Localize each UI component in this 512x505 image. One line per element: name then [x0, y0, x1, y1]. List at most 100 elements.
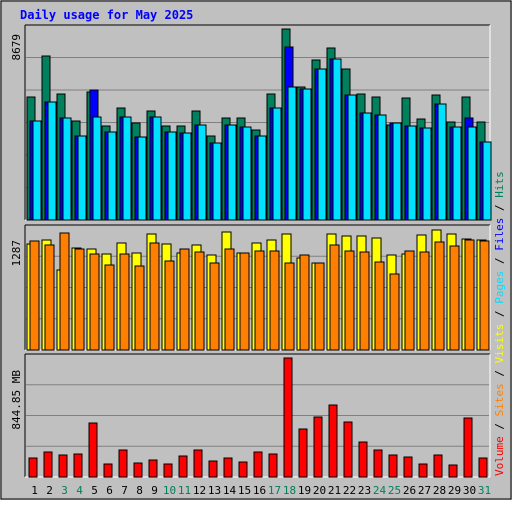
visits-sites-bar: [344, 250, 355, 351]
volume-volume-bar: [343, 421, 353, 478]
legend-item-files: Files: [493, 218, 506, 251]
hits-pages-bar: [257, 135, 267, 221]
x-tick-label: 31: [478, 484, 491, 497]
visits-sites-bar: [254, 250, 265, 351]
legend-separator: /: [493, 251, 506, 271]
hits-pages-bar: [197, 124, 207, 221]
x-tick-label: 29: [448, 484, 461, 497]
visits-sites-bar: [134, 265, 145, 351]
hits-pages-bar: [62, 117, 72, 221]
volume-volume-bar: [208, 460, 218, 478]
volume-volume-bar: [103, 463, 113, 478]
x-tick-label: 2: [46, 484, 53, 497]
x-tick-label: 13: [208, 484, 221, 497]
volume-volume-bar: [118, 449, 128, 478]
visits-sites-bar: [269, 250, 280, 351]
x-tick-label: 6: [106, 484, 113, 497]
visits-series-sites: [29, 232, 490, 351]
visits-sites-bar: [164, 260, 175, 351]
hits-pages-bar: [182, 132, 192, 221]
volume-volume-bar: [388, 454, 398, 478]
x-tick-label: 26: [403, 484, 416, 497]
x-tick-label: 15: [238, 484, 251, 497]
hits-pages-bar: [437, 103, 447, 221]
volume-volume-bar: [373, 449, 383, 478]
x-tick-label: 16: [253, 484, 266, 497]
volume-volume-bar: [148, 459, 158, 478]
visits-sites-bar: [44, 244, 55, 351]
volume-volume-bar: [358, 441, 368, 478]
hits-pages-bar: [272, 107, 282, 221]
hits-pages-bar: [287, 86, 297, 221]
x-tick-label: 11: [178, 484, 191, 497]
visits-sites-bar: [299, 254, 310, 351]
x-tick-label: 21: [328, 484, 341, 497]
x-tick-label: 9: [151, 484, 158, 497]
hits-pages-bar: [122, 116, 132, 221]
hits-pages-bar: [107, 131, 117, 221]
visits-sites-bar: [329, 244, 340, 351]
hits-pages-bar: [32, 120, 42, 221]
x-tick-label: 23: [358, 484, 371, 497]
volume-volume-bar: [403, 456, 413, 478]
hits-pages-bar: [347, 94, 357, 221]
volume-volume-bar: [28, 457, 38, 478]
x-tick-label: 18: [283, 484, 296, 497]
visits-sites-bar: [434, 241, 445, 351]
hits-pages-bar: [332, 58, 342, 221]
x-tick-label: 4: [76, 484, 83, 497]
x-tick-label: 17: [268, 484, 281, 497]
volume-volume-bar: [88, 422, 98, 478]
hits-pages-bar: [92, 116, 102, 221]
visits-sites-bar: [29, 240, 40, 351]
x-tick-label: 20: [313, 484, 326, 497]
visits-sites-bar: [74, 248, 85, 351]
visits-sites-bar: [449, 245, 460, 351]
volume-volume-bar: [58, 454, 68, 478]
hits-pages-bar: [407, 125, 417, 221]
x-tick-label: 25: [388, 484, 401, 497]
volume-volume-bar: [163, 463, 173, 478]
volume-volume-bar: [298, 428, 308, 478]
x-tick-label: 14: [223, 484, 237, 497]
visits-sites-bar: [119, 253, 130, 351]
hits-pages-bar: [422, 127, 432, 221]
x-axis-labels: 1 2 3 4 5 6 7 8 9 10 11 12 13 14 15 16 17 18 19 20 21 22 23 24 2…: [31, 484, 491, 497]
legend-item-volume: Volume: [493, 436, 506, 476]
hits-panel: 8679: [10, 24, 492, 221]
visits-sites-bar: [374, 261, 385, 351]
chart-title: Daily usage for May 2025: [20, 8, 193, 22]
hits-series-pages: [32, 58, 492, 221]
hits-pages-bar: [167, 131, 177, 221]
visits-sites-bar: [239, 252, 250, 351]
volume-volume-bar: [133, 462, 143, 478]
visits-sites-bar: [59, 232, 70, 351]
visits-sites-bar: [389, 273, 400, 351]
legend-separator: /: [493, 363, 506, 383]
volume-volume-bar: [418, 463, 428, 478]
visits-sites-bar: [89, 253, 100, 351]
chart-panels: 8679 1287 844.85 MB: [10, 24, 492, 478]
visits-sites-bar: [464, 239, 475, 351]
legend: Volume / Sites / Visits / Pages / Files …: [493, 171, 506, 476]
volume-volume-bar: [313, 416, 323, 478]
volume-volume-bar: [433, 454, 443, 478]
volume-volume-bar: [478, 457, 488, 478]
hits-pages-bar: [392, 122, 402, 221]
hits-pages-bar: [242, 126, 252, 221]
x-tick-label: 28: [433, 484, 446, 497]
x-tick-label: 24: [373, 484, 387, 497]
hits-pages-bar: [482, 141, 492, 221]
hits-pages-bar: [152, 116, 162, 221]
x-tick-label: 12: [193, 484, 206, 497]
visits-sites-bar: [314, 262, 325, 351]
volume-volume-bar: [238, 461, 248, 478]
x-tick-label: 19: [298, 484, 311, 497]
x-tick-label: 5: [91, 484, 98, 497]
x-tick-label: 22: [343, 484, 356, 497]
hits-pages-bar: [452, 126, 462, 221]
hits-pages-bar: [212, 142, 222, 221]
volume-volume-bar: [268, 453, 278, 478]
visits-sites-bar: [149, 242, 160, 351]
